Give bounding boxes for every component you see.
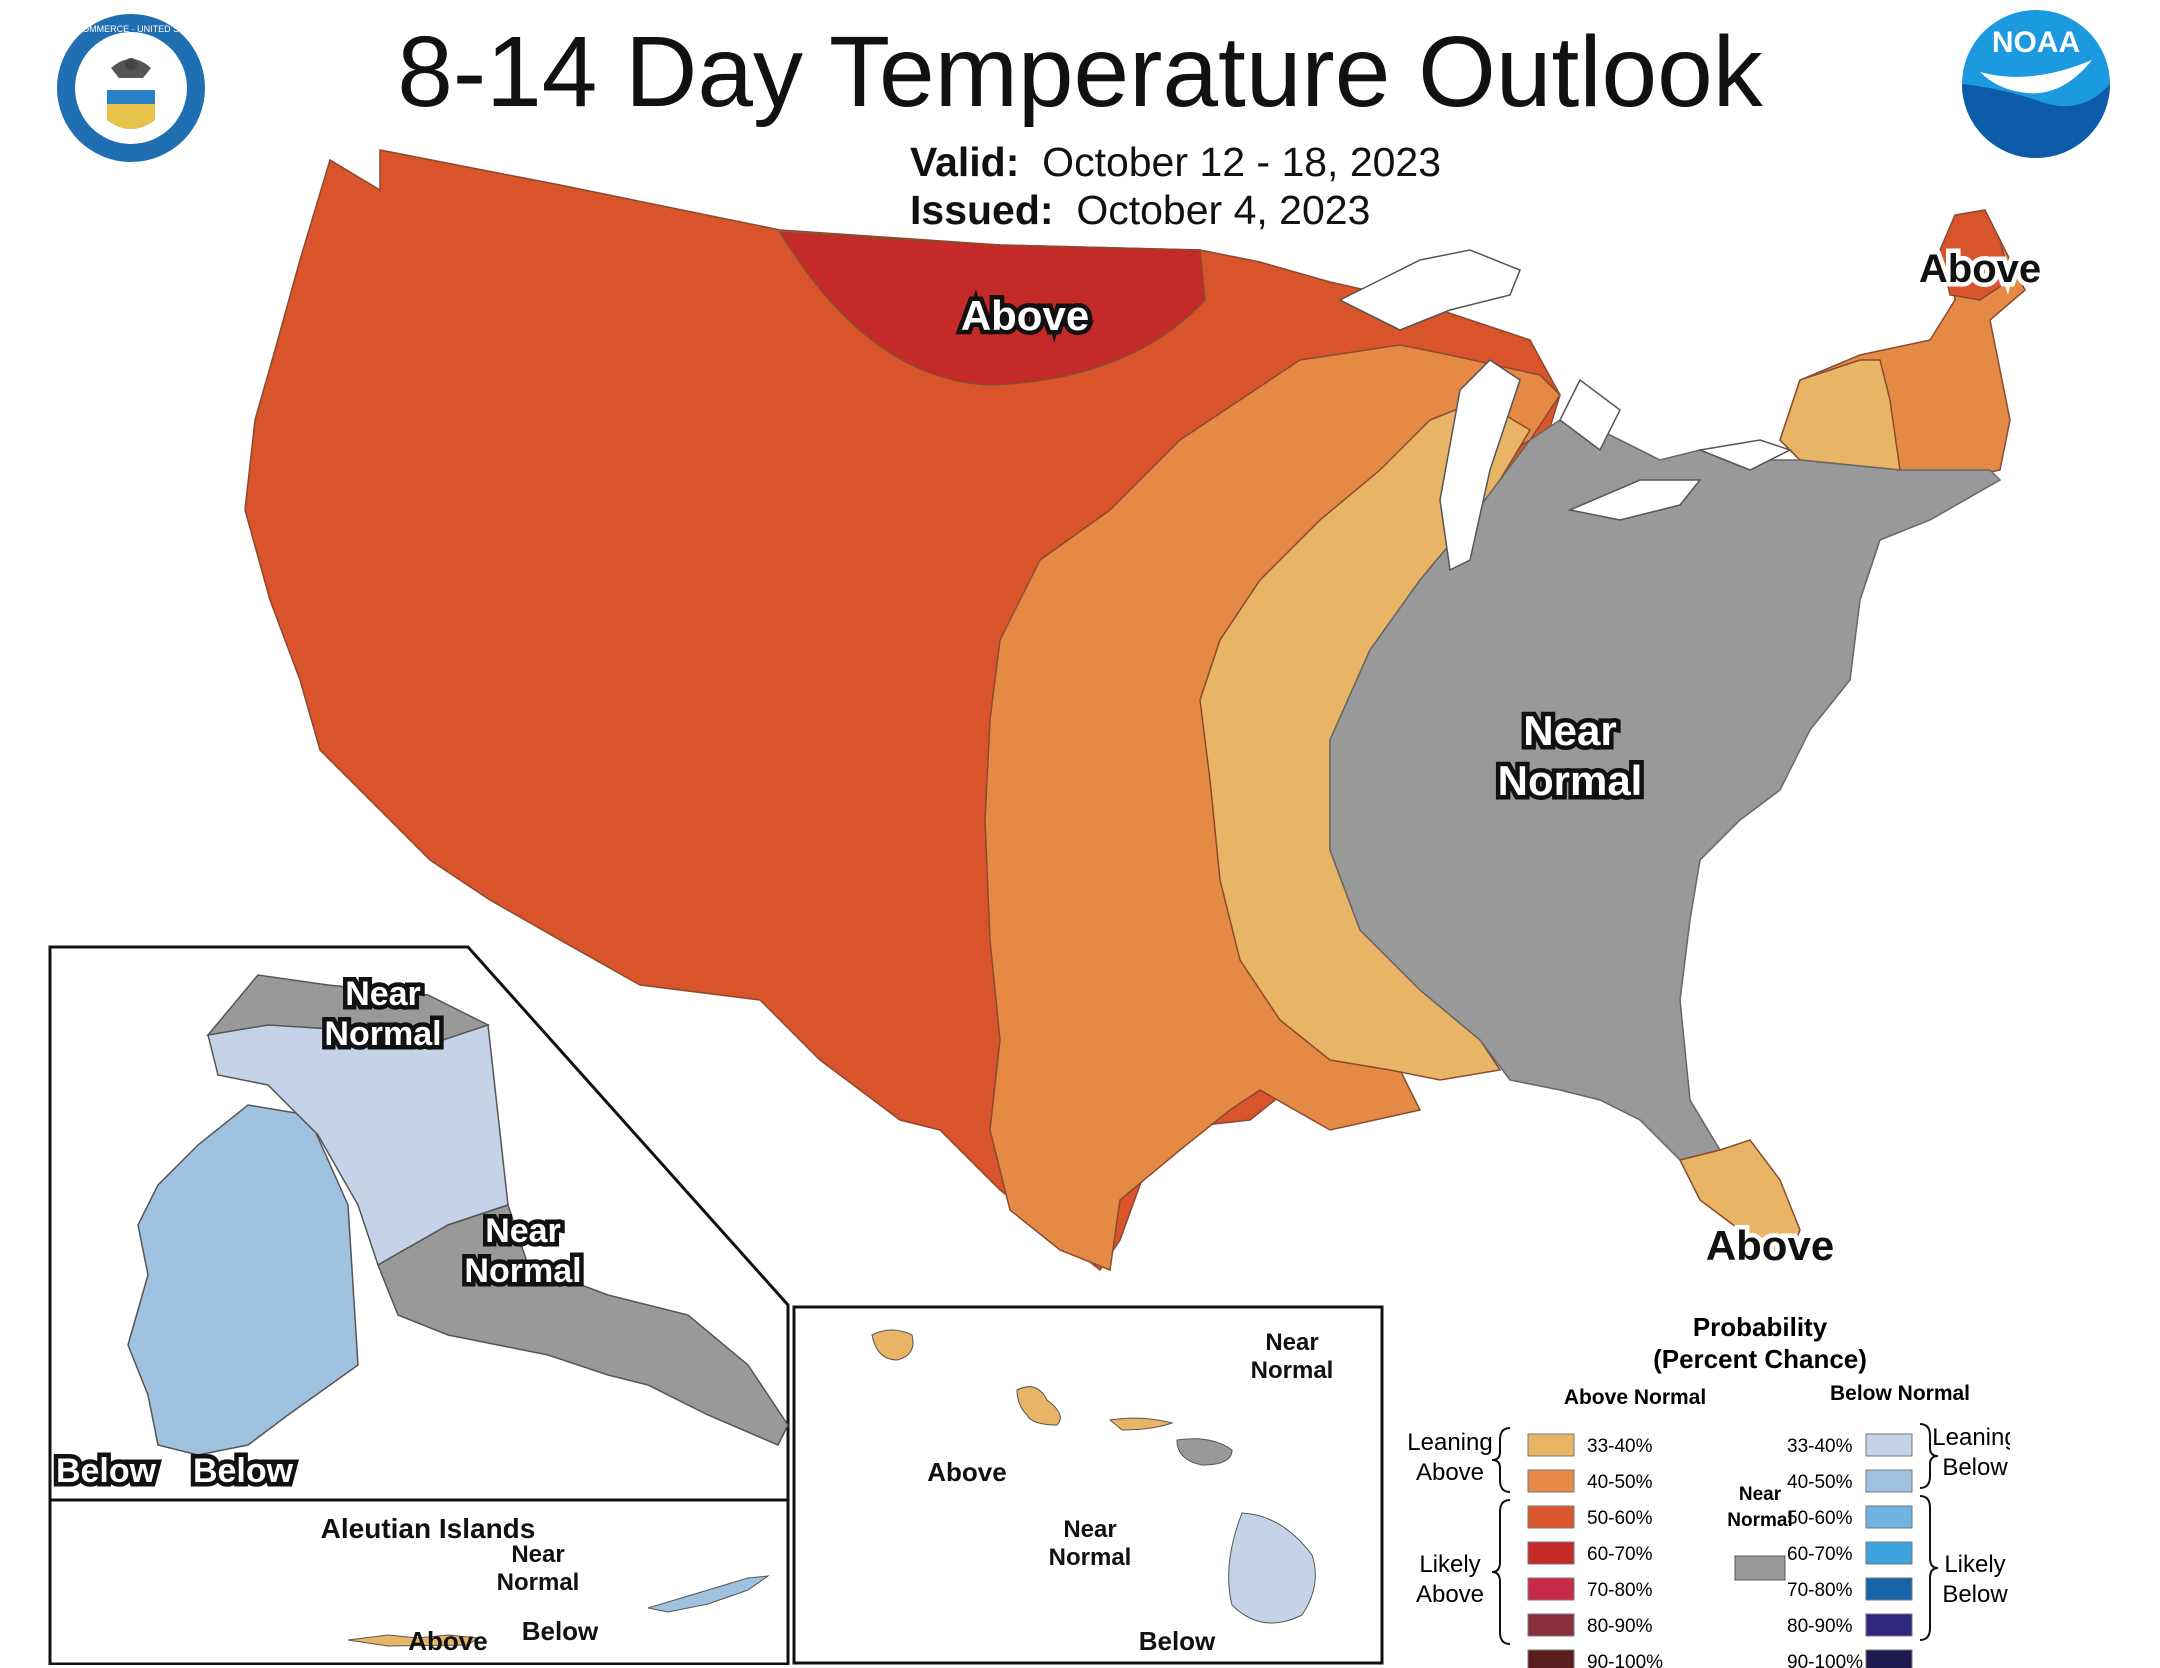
legend-above-range: 70-80% [1587, 1580, 1653, 1601]
legend: Probability (Percent Chance) Above Norma… [1407, 1312, 2010, 1668]
legend-below-swatch [1865, 1613, 1913, 1637]
alaska-inset: Near Normal Near Normal Below Below [48, 945, 790, 1500]
region-near-normal-east [1329, 419, 2002, 1161]
legend-above-swatch [1527, 1505, 1575, 1529]
legend-above-swatch [1527, 1541, 1575, 1565]
legend-title-2: (Percent Chance) [1653, 1344, 1867, 1374]
valid-label: Valid: [910, 139, 1020, 185]
legend-below-range: 40-50% [1787, 1472, 1853, 1493]
department-of-commerce-seal-icon: DEPARTMENT OF COMMERCE · UNITED STATES O… [55, 14, 207, 162]
legend-below-range: 90-100% [1787, 1652, 1863, 1668]
legend-below-rows: 33-40% 40-50% 50-60% 60-70% 70-80% 80-90% 90-1… [1787, 1433, 1913, 1668]
hi-mid-line1: Near [1063, 1516, 1116, 1543]
legend-below-range: 70-80% [1787, 1580, 1853, 1601]
aleutian-near-line1: Near [511, 1541, 564, 1568]
noaa-logo-icon: NOAA [1962, 10, 2110, 158]
legend-above-rows: 33-40% 40-50% 50-60% 60-70% 70-80% 80-90% 90-1… [1527, 1433, 1663, 1668]
legend-likely-above-2: Above [1416, 1581, 1484, 1608]
alaska-near-north [206, 974, 490, 1046]
hi-below: Below [1139, 1626, 1216, 1656]
legend-below-swatch [1865, 1505, 1913, 1529]
ak-se-line2: Normal [464, 1252, 581, 1290]
label-north-plains: Above [961, 292, 1089, 339]
aleutian-inset: Aleutian Islands Near Normal Above Below [48, 1500, 790, 1665]
label-florida: Above [1706, 1222, 1834, 1269]
legend-above-range: 80-90% [1587, 1616, 1653, 1637]
issued-value: October 4, 2023 [1076, 187, 1371, 233]
legend-likely-below-2: Below [1942, 1581, 2008, 1608]
legend-above-range: 40-50% [1587, 1472, 1653, 1493]
legend-above-range: 50-60% [1587, 1508, 1653, 1529]
legend-above-range: 33-40% [1587, 1436, 1653, 1457]
label-new-england: Above [1919, 247, 2041, 291]
region-maine-top [1939, 209, 2011, 301]
legend-above-swatch [1527, 1649, 1575, 1668]
hawaii-inset: Near Normal Above Near Normal Below [792, 1305, 1384, 1665]
aleutian-title: Aleutian Islands [321, 1513, 536, 1544]
legend-near-2: Normal [1727, 1510, 1792, 1531]
valid-value: October 12 - 18, 2023 [1042, 139, 1442, 185]
hi-above: Above [927, 1457, 1006, 1487]
legend-near-1: Near [1739, 1484, 1782, 1505]
legend-above-swatch [1527, 1469, 1575, 1493]
ak-sw-below-2: Below [193, 1452, 294, 1490]
legend-below-swatch [1865, 1577, 1913, 1601]
hi-ne-line2: Normal [1251, 1357, 1334, 1384]
label-east-line1: Near [1523, 707, 1616, 754]
alaska-below-40-50 [127, 1104, 359, 1456]
region-above-60-70 [778, 231, 1206, 386]
hi-ne-line1: Near [1265, 1329, 1318, 1356]
legend-title-1: Probability [1693, 1312, 1828, 1342]
aleutian-below: Below [522, 1616, 599, 1646]
region-new-england-lean [1779, 359, 1901, 471]
legend-above-range: 90-100% [1587, 1652, 1663, 1668]
seal-text: DEPARTMENT OF COMMERCE · UNITED STATES O… [55, 24, 207, 34]
aleutian-above: Above [408, 1626, 487, 1656]
legend-near-swatch [1734, 1555, 1786, 1581]
alaska-near-southeast [377, 1204, 789, 1446]
legend-below-swatch [1865, 1649, 1913, 1668]
legend-likely-below-1: Likely [1944, 1551, 2005, 1578]
great-lakes [1338, 249, 1792, 572]
legend-leaning-below-2: Below [1942, 1454, 2008, 1481]
legend-below-range: 50-60% [1787, 1508, 1853, 1529]
issued-label: Issued: [910, 187, 1054, 233]
legend-below-header: Below Normal [1830, 1382, 1970, 1405]
ak-se-line1: Near [485, 1212, 561, 1250]
region-florida-above [1678, 1139, 1801, 1256]
valid-line: Valid: October 12 - 18, 2023 [910, 138, 1441, 186]
label-east-line2: Normal [1498, 757, 1643, 804]
legend-below-range: 80-90% [1787, 1616, 1853, 1637]
legend-above-header: Above Normal [1564, 1386, 1706, 1409]
legend-below-range: 60-70% [1787, 1544, 1853, 1565]
ak-north-line2: Normal [324, 1015, 441, 1053]
noaa-text: NOAA [1992, 26, 2080, 59]
ak-north-line1: Near [345, 975, 421, 1013]
legend-below-swatch [1865, 1433, 1913, 1457]
hi-mid-line2: Normal [1049, 1544, 1132, 1571]
map-title: 8-14 Day Temperature Outlook [397, 16, 1763, 128]
legend-below-swatch [1865, 1541, 1913, 1565]
legend-above-range: 60-70% [1587, 1544, 1653, 1565]
legend-leaning-above-2: Above [1416, 1459, 1484, 1486]
legend-above-swatch [1527, 1433, 1575, 1457]
aleutian-near-line2: Normal [497, 1569, 580, 1596]
issued-line: Issued: October 4, 2023 [910, 186, 1370, 234]
legend-leaning-below-1: Leaning [1932, 1424, 2010, 1451]
legend-likely-above-1: Likely [1419, 1551, 1480, 1578]
legend-above-swatch [1527, 1577, 1575, 1601]
legend-below-range: 33-40% [1787, 1436, 1853, 1457]
ak-sw-below-1: Below [56, 1452, 157, 1490]
legend-above-swatch [1527, 1613, 1575, 1637]
legend-leaning-above-1: Leaning [1407, 1429, 1492, 1456]
legend-below-swatch [1865, 1469, 1913, 1493]
